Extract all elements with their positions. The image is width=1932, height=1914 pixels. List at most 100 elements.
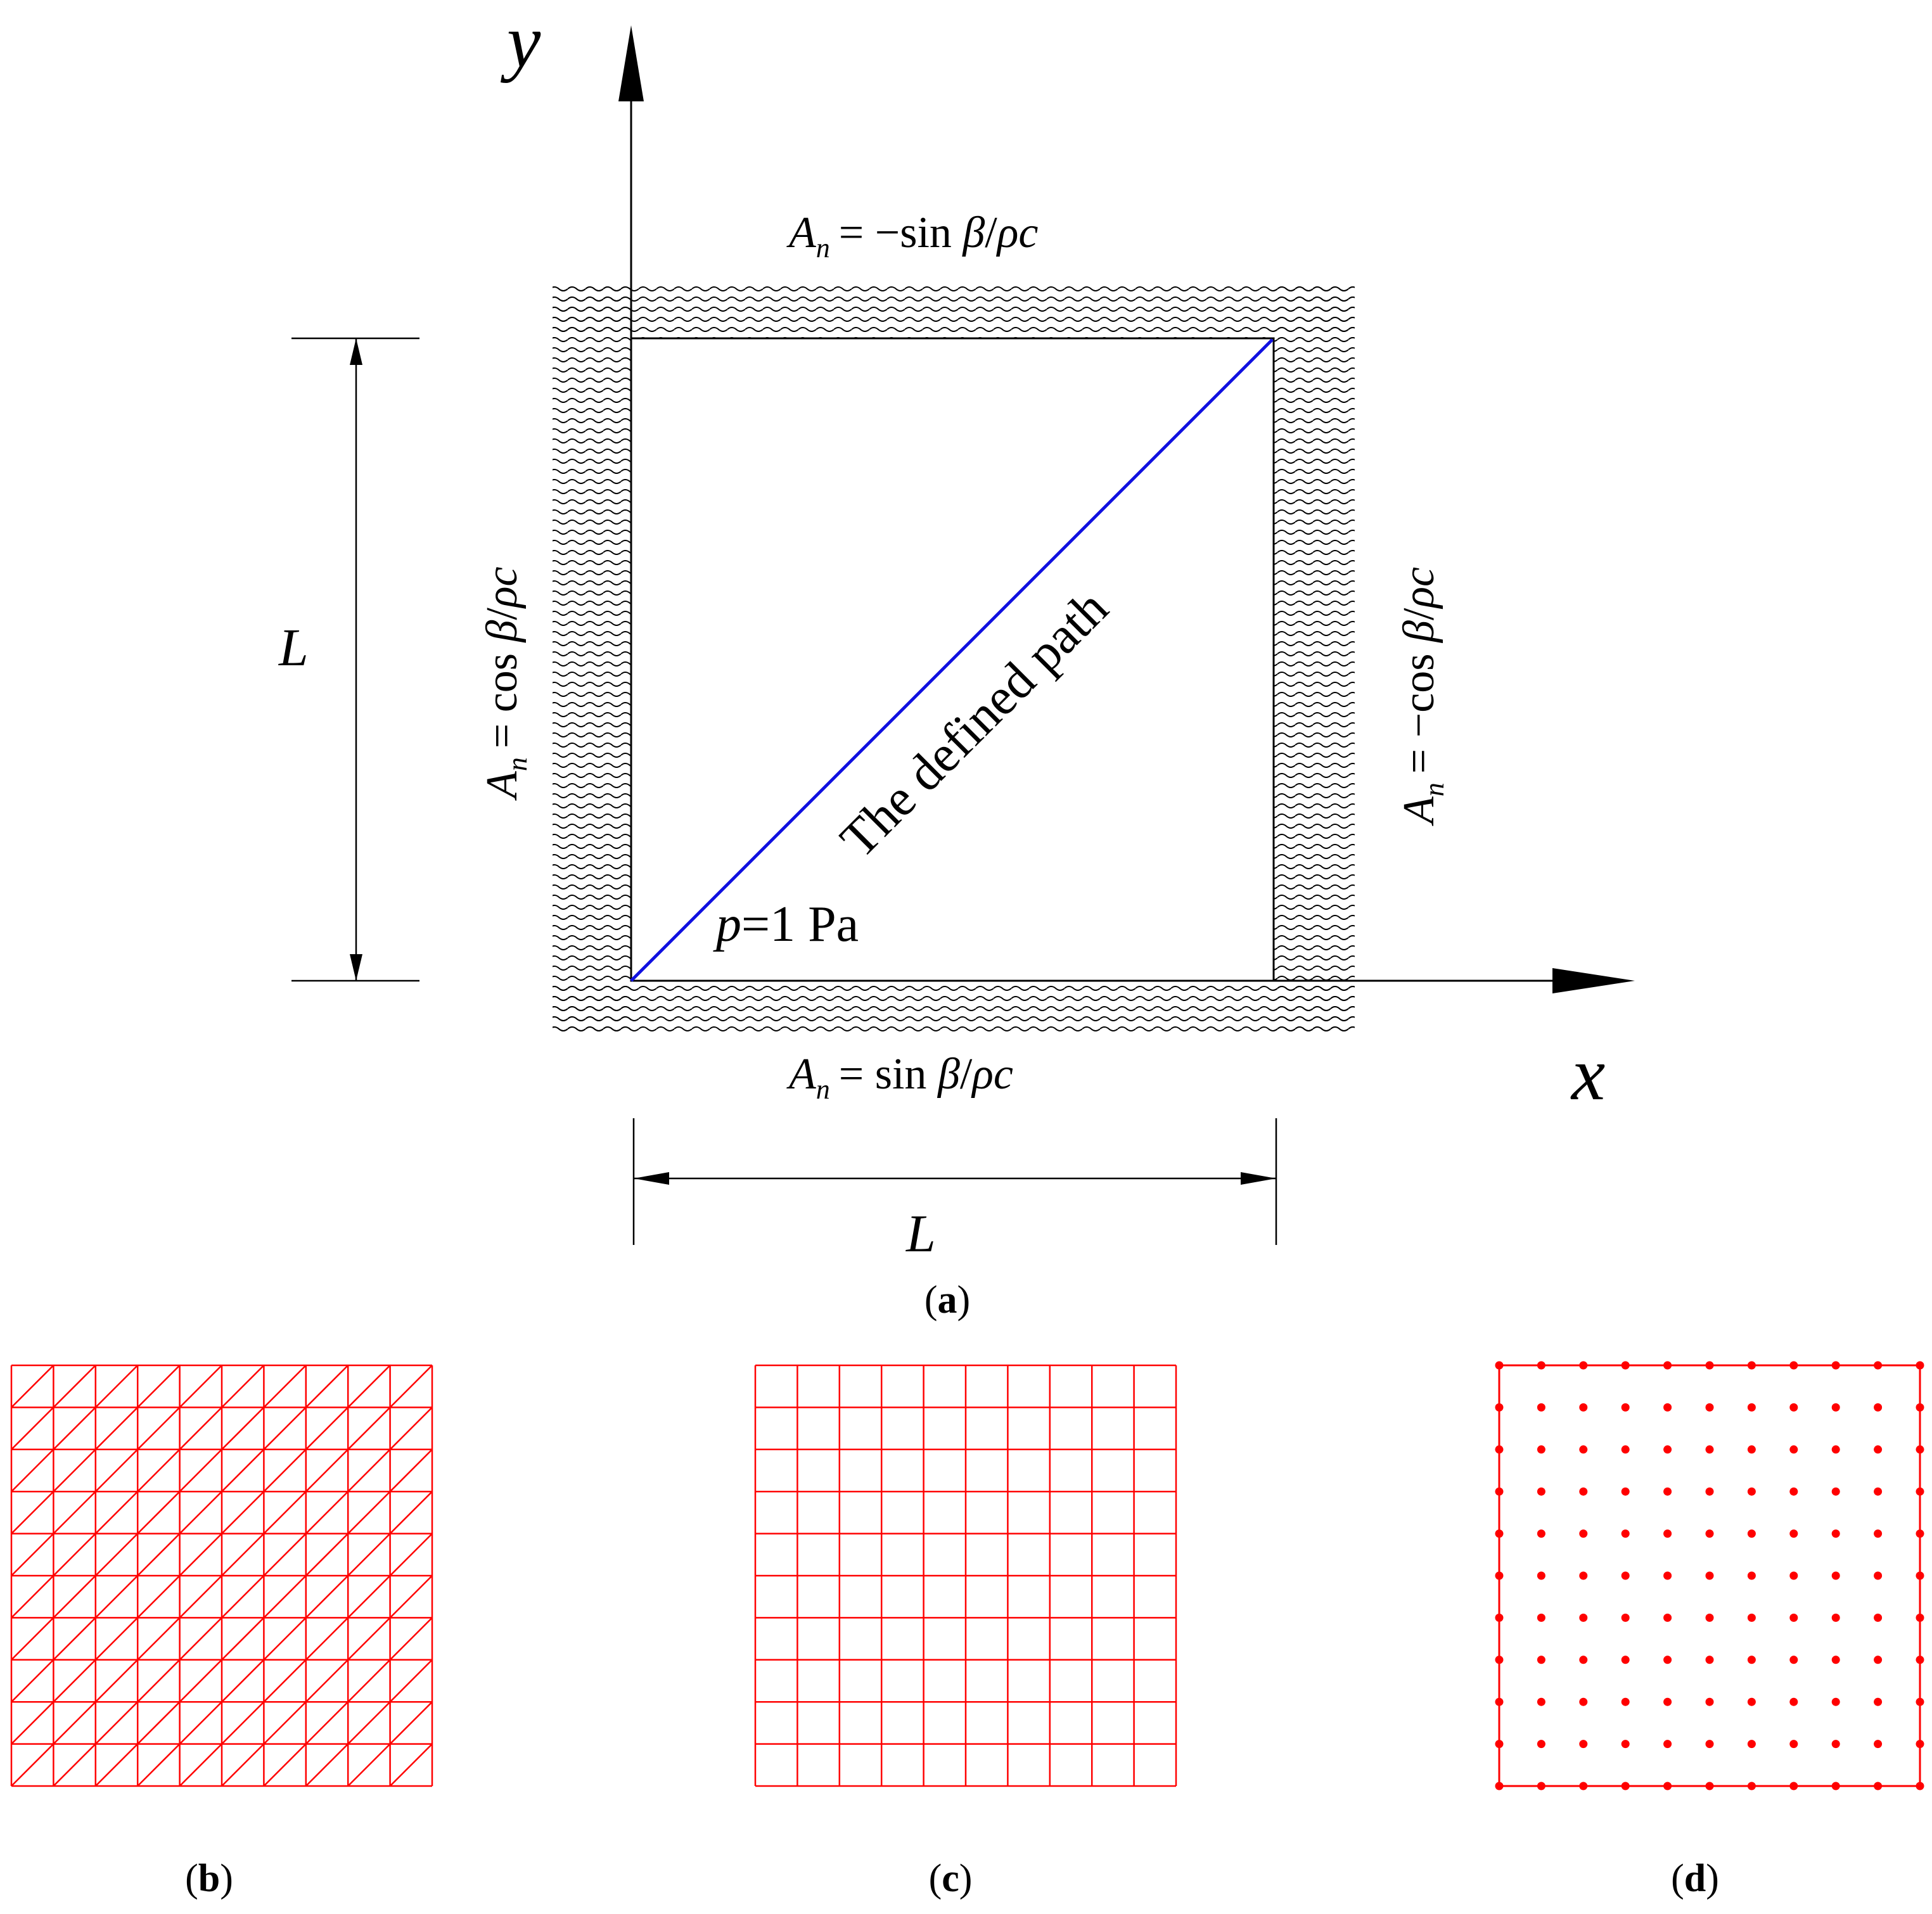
mesh-diagonal <box>11 1407 54 1450</box>
mesh-node <box>1831 1445 1840 1454</box>
mesh-node <box>1495 1782 1504 1790</box>
triangular-mesh <box>10 1364 433 1787</box>
mesh-node <box>1579 1571 1588 1580</box>
mesh-node <box>1747 1529 1756 1538</box>
mesh-node <box>1747 1740 1756 1749</box>
mesh-diagonal <box>11 1365 54 1408</box>
mesh-node <box>1579 1445 1588 1454</box>
mesh-diagonal <box>221 1533 265 1576</box>
mesh-diagonal <box>347 1491 391 1534</box>
mesh-node <box>1495 1740 1504 1749</box>
mesh-diagonal <box>11 1701 54 1745</box>
mesh-node <box>1874 1403 1883 1412</box>
mesh-node <box>1705 1529 1714 1538</box>
mesh-diagonal <box>94 1407 139 1450</box>
mesh-diagonal <box>389 1448 433 1493</box>
mesh-diagonal <box>179 1575 222 1619</box>
mesh-node <box>1495 1571 1504 1580</box>
mesh-node <box>1789 1487 1798 1496</box>
mesh-node <box>1663 1782 1672 1790</box>
dim-v-label: L <box>278 618 309 677</box>
mesh-node <box>1916 1656 1924 1664</box>
mesh-diagonal <box>11 1575 54 1619</box>
mesh-node <box>1663 1403 1672 1412</box>
mesh-node <box>1621 1740 1630 1749</box>
mesh-node <box>1705 1697 1714 1706</box>
mesh-node <box>1579 1403 1588 1412</box>
mesh-node <box>1705 1740 1714 1749</box>
mesh-diagonal <box>94 1448 139 1493</box>
mesh-node <box>1831 1529 1840 1538</box>
mesh-node <box>1789 1361 1798 1370</box>
mesh-diagonal <box>263 1701 307 1745</box>
mesh-node <box>1663 1740 1672 1749</box>
panel-b: (b) <box>10 1364 433 1900</box>
dim-v-arrow-bottom-icon <box>350 954 362 981</box>
mesh-node <box>1537 1613 1545 1622</box>
mesh-diagonal <box>53 1575 96 1619</box>
mesh-node <box>1747 1361 1756 1370</box>
mesh-node <box>1663 1656 1672 1664</box>
mesh-diagonal <box>53 1659 96 1703</box>
mesh-node <box>1916 1487 1924 1496</box>
mesh-diagonal <box>94 1491 139 1534</box>
mesh-diagonal <box>305 1743 349 1787</box>
right-boundary-hatch <box>1274 286 1355 1033</box>
mesh-node <box>1705 1782 1714 1790</box>
mesh-node <box>1537 1529 1545 1538</box>
mesh-diagonal <box>11 1659 54 1703</box>
mesh-node <box>1831 1613 1840 1622</box>
mesh-diagonal <box>94 1533 139 1576</box>
mesh-diagonal <box>137 1533 181 1576</box>
mesh-diagonal <box>11 1743 54 1787</box>
mesh-node <box>1537 1697 1545 1706</box>
mesh-node <box>1495 1613 1504 1622</box>
mesh-node <box>1621 1697 1630 1706</box>
mesh-diagonal <box>305 1365 349 1408</box>
mesh-diagonal <box>263 1743 307 1787</box>
mesh-node <box>1874 1445 1883 1454</box>
mesh-node <box>1537 1740 1545 1749</box>
mesh-node <box>1831 1361 1840 1370</box>
mesh-diagonal <box>53 1365 96 1408</box>
mesh-diagonal <box>94 1743 139 1787</box>
mesh-node <box>1789 1740 1798 1749</box>
mesh-node <box>1663 1613 1672 1622</box>
mesh-diagonal <box>179 1743 222 1787</box>
panel-d-caption: (d) <box>1671 1857 1719 1900</box>
mesh-diagonal <box>347 1659 391 1703</box>
mesh-diagonal <box>137 1448 181 1493</box>
panel-c-caption: (c) <box>929 1857 973 1900</box>
mesh-diagonal <box>305 1407 349 1450</box>
mesh-diagonal <box>53 1743 96 1787</box>
mesh-node <box>1789 1529 1798 1538</box>
mesh-node <box>1916 1571 1924 1580</box>
x-axis-arrow-icon <box>1552 968 1635 993</box>
mesh-node <box>1663 1361 1672 1370</box>
mesh-node <box>1916 1403 1924 1412</box>
mesh-node <box>1621 1613 1630 1622</box>
mesh-node <box>1705 1571 1714 1580</box>
mesh-node <box>1747 1613 1756 1622</box>
mesh-diagonal <box>53 1448 96 1493</box>
mesh-node <box>1495 1361 1504 1370</box>
mesh-node <box>1831 1571 1840 1580</box>
mesh-node <box>1663 1529 1672 1538</box>
mesh-diagonal <box>389 1575 433 1619</box>
mesh-node <box>1747 1403 1756 1412</box>
panel-d: (d) <box>1495 1361 1924 1900</box>
mesh-node <box>1579 1782 1588 1790</box>
bc-left-label: An= cos β/ρc <box>478 566 533 801</box>
mesh-node <box>1747 1445 1756 1454</box>
mesh-node <box>1747 1782 1756 1790</box>
mesh-diagonal <box>305 1617 349 1661</box>
mesh-diagonal <box>94 1365 139 1408</box>
mesh-node <box>1874 1613 1883 1622</box>
mesh-diagonal <box>53 1617 96 1661</box>
mesh-diagonal <box>221 1491 265 1534</box>
mesh-node <box>1579 1361 1588 1370</box>
mesh-node <box>1705 1613 1714 1622</box>
mesh-diagonal <box>263 1448 307 1493</box>
mesh-node <box>1621 1361 1630 1370</box>
mesh-diagonal <box>263 1407 307 1450</box>
